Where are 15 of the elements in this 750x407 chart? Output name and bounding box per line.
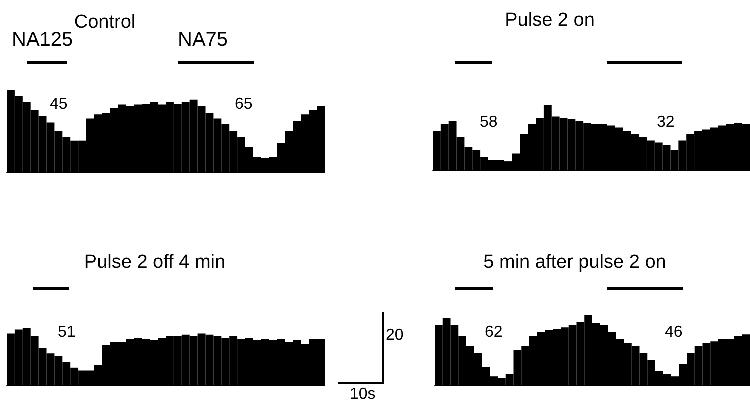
annotation: 62	[485, 324, 503, 341]
text: 10s	[350, 386, 376, 403]
chart-title: 5 min after pulse 2 on	[484, 252, 666, 273]
annotation: 45	[50, 96, 68, 113]
text: 20	[386, 327, 404, 344]
annotation: 32	[657, 114, 675, 131]
chart-title: Pulse 2 off 4 min	[84, 252, 226, 273]
annotation: 51	[58, 324, 76, 341]
annotation: 65	[235, 96, 253, 113]
annotation: 46	[665, 324, 683, 341]
annotation: 58	[480, 114, 498, 131]
chart-title: Pulse 2 on	[505, 10, 595, 31]
chart-title: Control	[74, 12, 136, 33]
text: NA125	[12, 29, 74, 51]
text: NA75	[178, 29, 228, 51]
